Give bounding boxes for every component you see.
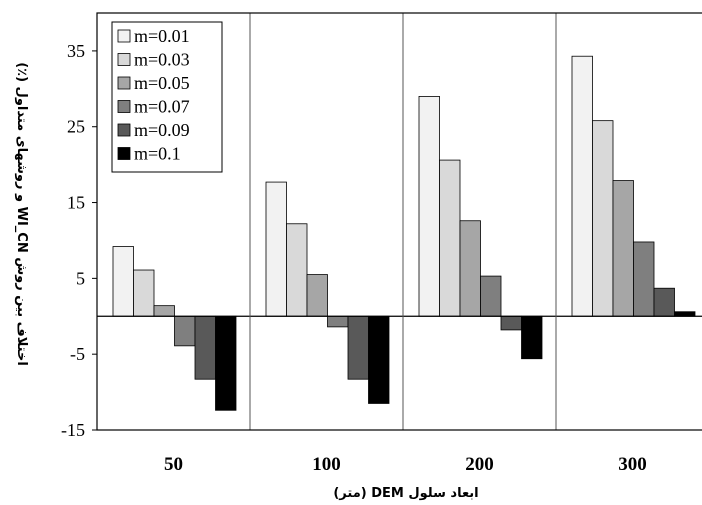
bar-m-0-01-50: [112, 246, 134, 317]
bar-m-0-07-50: [174, 315, 196, 347]
bar-m-0-01-200: [418, 96, 440, 317]
bar-m-0-05-300: [612, 180, 634, 317]
y-tick-label: -15: [61, 420, 85, 440]
legend-label: m=0.07: [134, 97, 190, 117]
legend-swatch: [117, 147, 131, 160]
bar-m-0-07-300: [633, 241, 655, 317]
category-separators: [249, 13, 557, 430]
x-axis-title: ابعاد سلول DEM (متر): [333, 486, 478, 501]
legend-box: [111, 21, 223, 173]
bar-m-0-03-100: [286, 223, 308, 317]
y-tick-label: -5: [70, 344, 85, 364]
bar-m-0-01-100: [265, 181, 287, 317]
bar-m-0-03-300: [592, 120, 614, 317]
bar-m-0-05-100: [306, 274, 328, 317]
bar-m-0-07-200: [480, 275, 502, 317]
bar-m-0-01-300: [571, 55, 593, 317]
bar-m-0-1-100: [368, 315, 390, 404]
legend-swatch: [117, 53, 131, 66]
legend-label: m=0.09: [134, 120, 190, 140]
bars-layer: [112, 55, 696, 411]
bar-m-0-03-200: [439, 159, 461, 317]
bar-m-0-09-200: [500, 315, 522, 331]
y-axis-title: اختلاف بین روش WI_CN و روشهای متداول (٪): [14, 62, 29, 366]
bar-m-0-1-300: [674, 311, 696, 317]
x-category-label: 300: [618, 454, 647, 475]
plot-area-frame: [96, 12, 702, 431]
bar-m-0-07-100: [327, 315, 349, 328]
bar-m-0-09-50: [194, 315, 216, 380]
legend-label: m=0.1: [134, 144, 181, 164]
bar-m-0-1-50: [215, 315, 237, 411]
legend: m=0.01 m=0.03 m=0.05 m=0.07 m=0.09 m=0.1: [111, 21, 223, 173]
x-category-label: 100: [312, 454, 341, 475]
legend-swatch: [117, 100, 131, 113]
x-category-label: 200: [465, 454, 494, 475]
legend-label: m=0.01: [134, 26, 190, 46]
bar-m-0-1-200: [521, 315, 543, 360]
bar-m-0-05-50: [153, 305, 175, 317]
y-tick-label: 25: [67, 117, 85, 137]
legend-swatch: [117, 76, 131, 90]
legend-label: m=0.05: [134, 73, 190, 93]
bar-m-0-09-300: [653, 287, 675, 317]
bar-m-0-03-50: [133, 269, 155, 317]
bar-m-0-05-200: [459, 220, 481, 317]
y-tick-label: 5: [76, 268, 85, 288]
legend-swatch: [117, 29, 131, 43]
legend-label: m=0.03: [134, 50, 190, 70]
legend-swatch: [117, 123, 131, 137]
y-axis-ticks: -15 -5 5 15 25 35: [61, 41, 97, 440]
y-tick-label: 35: [67, 41, 85, 61]
y-tick-label: 15: [67, 193, 85, 213]
x-axis-categories: 50 100 200 300: [164, 454, 647, 475]
x-category-label: 50: [164, 454, 183, 475]
bar-m-0-09-100: [347, 315, 369, 380]
